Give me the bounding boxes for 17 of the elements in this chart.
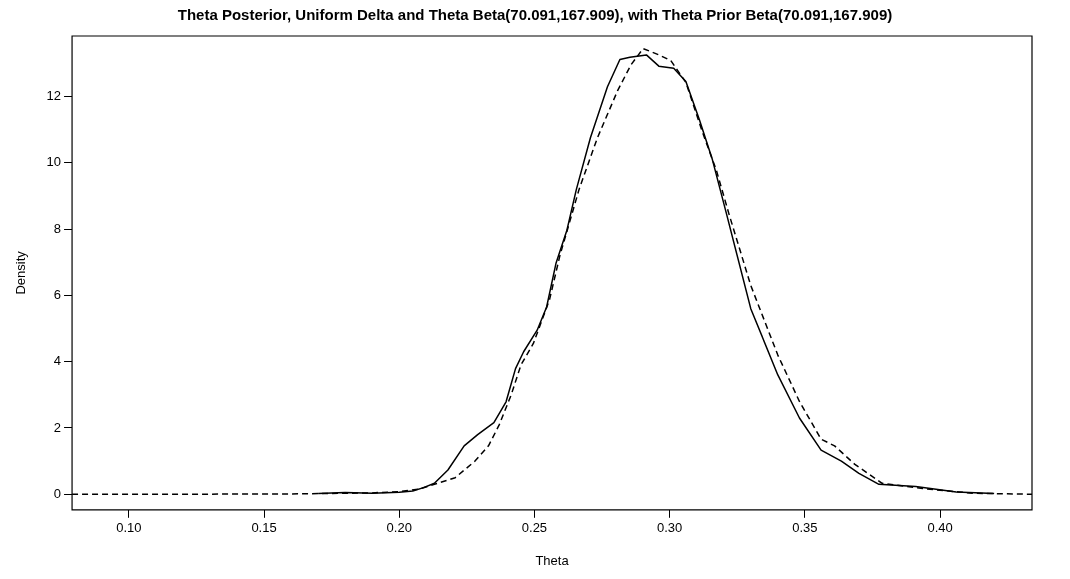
chart-title: Theta Posterior, Uniform Delta and Theta Beta(70.091,167.909), with Theta Prior Beta(70.091,167.909)	[176, 6, 894, 23]
x-tick-label: 0.20	[386, 520, 412, 536]
y-tick-label: 10	[46, 154, 62, 170]
x-tick-label: 0.10	[116, 520, 142, 536]
y-tick-label: 12	[46, 88, 62, 104]
x-tick-label: 0.30	[657, 520, 683, 536]
x-tick-label: 0.35	[792, 520, 818, 536]
y-tick-label: 4	[53, 353, 62, 369]
y-axis-title: Density	[13, 250, 29, 295]
x-tick-label: 0.40	[927, 520, 953, 536]
y-tick-label: 0	[53, 485, 62, 501]
y-tick-label: 8	[53, 220, 62, 236]
x-axis-title: Theta	[535, 552, 570, 568]
y-tick-label: 6	[53, 287, 62, 303]
x-tick-label: 0.25	[521, 520, 548, 536]
y-tick-label: 2	[53, 419, 62, 435]
x-tick-label: 0.15	[251, 520, 277, 536]
